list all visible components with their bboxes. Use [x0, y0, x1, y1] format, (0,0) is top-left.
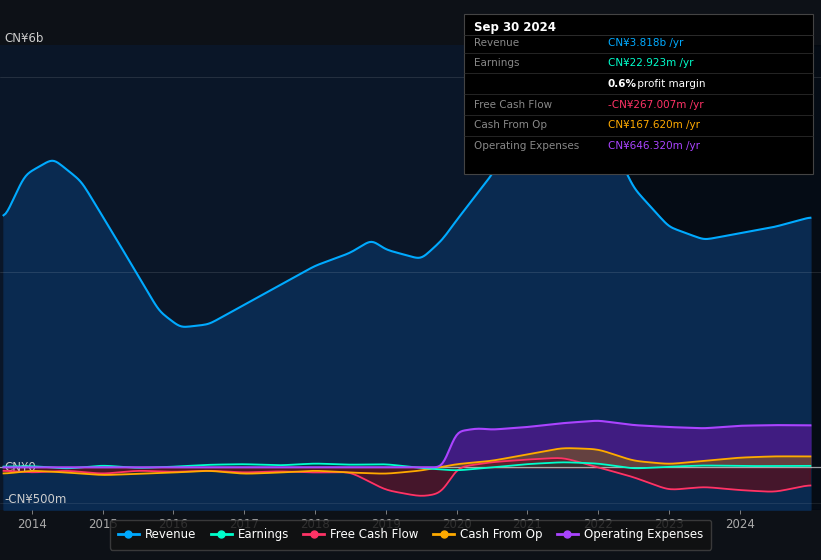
Text: CN¥0: CN¥0	[4, 461, 36, 474]
Text: Cash From Op: Cash From Op	[474, 120, 547, 130]
Text: Earnings: Earnings	[474, 58, 519, 68]
Text: -CN¥267.007m /yr: -CN¥267.007m /yr	[608, 100, 703, 110]
Text: Free Cash Flow: Free Cash Flow	[474, 100, 552, 110]
Text: CN¥646.320m /yr: CN¥646.320m /yr	[608, 141, 699, 151]
Bar	[619, 45, 821, 510]
Text: Operating Expenses: Operating Expenses	[474, 141, 579, 151]
Text: profit margin: profit margin	[634, 79, 705, 89]
Text: Sep 30 2024: Sep 30 2024	[474, 21, 556, 34]
Text: CN¥22.923m /yr: CN¥22.923m /yr	[608, 58, 693, 68]
Text: Revenue: Revenue	[474, 38, 519, 48]
Legend: Revenue, Earnings, Free Cash Flow, Cash From Op, Operating Expenses: Revenue, Earnings, Free Cash Flow, Cash …	[109, 520, 712, 549]
Text: CN¥167.620m /yr: CN¥167.620m /yr	[608, 120, 699, 130]
Text: 0.6%: 0.6%	[608, 79, 636, 89]
Text: CN¥6b: CN¥6b	[4, 32, 44, 45]
Text: CN¥3.818b /yr: CN¥3.818b /yr	[608, 38, 683, 48]
Text: -CN¥500m: -CN¥500m	[4, 493, 67, 506]
